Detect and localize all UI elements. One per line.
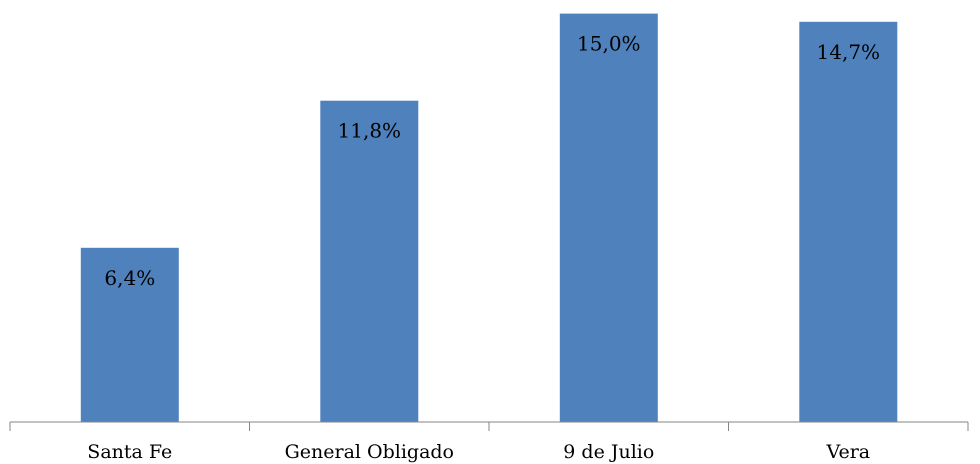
x-tick-label-santa-fe: Santa Fe xyxy=(87,441,172,463)
x-tick-labels-group: Santa Fe General Obligado 9 de Julio Vera xyxy=(87,441,870,463)
value-label-general-obligado: 11,8% xyxy=(338,119,402,143)
value-label-vera: 14,7% xyxy=(817,40,881,64)
x-tick-label-vera: Vera xyxy=(825,441,870,463)
bar-santa-fe xyxy=(80,247,179,422)
x-axis xyxy=(9,421,969,431)
bar-general-obligado xyxy=(320,100,419,422)
x-tick-label-9-de-julio: 9 de Julio xyxy=(563,441,654,463)
x-tick-label-general-obligado: General Obligado xyxy=(285,441,454,463)
value-label-santa-fe: 6,4% xyxy=(104,266,155,290)
bar-vera xyxy=(799,21,898,423)
value-labels-group: 6,4% 11,8% 15,0% 14,7% xyxy=(104,32,880,290)
bars-group xyxy=(80,13,898,423)
bar-9-de-julio xyxy=(559,13,658,422)
value-label-9-de-julio: 15,0% xyxy=(577,32,641,56)
